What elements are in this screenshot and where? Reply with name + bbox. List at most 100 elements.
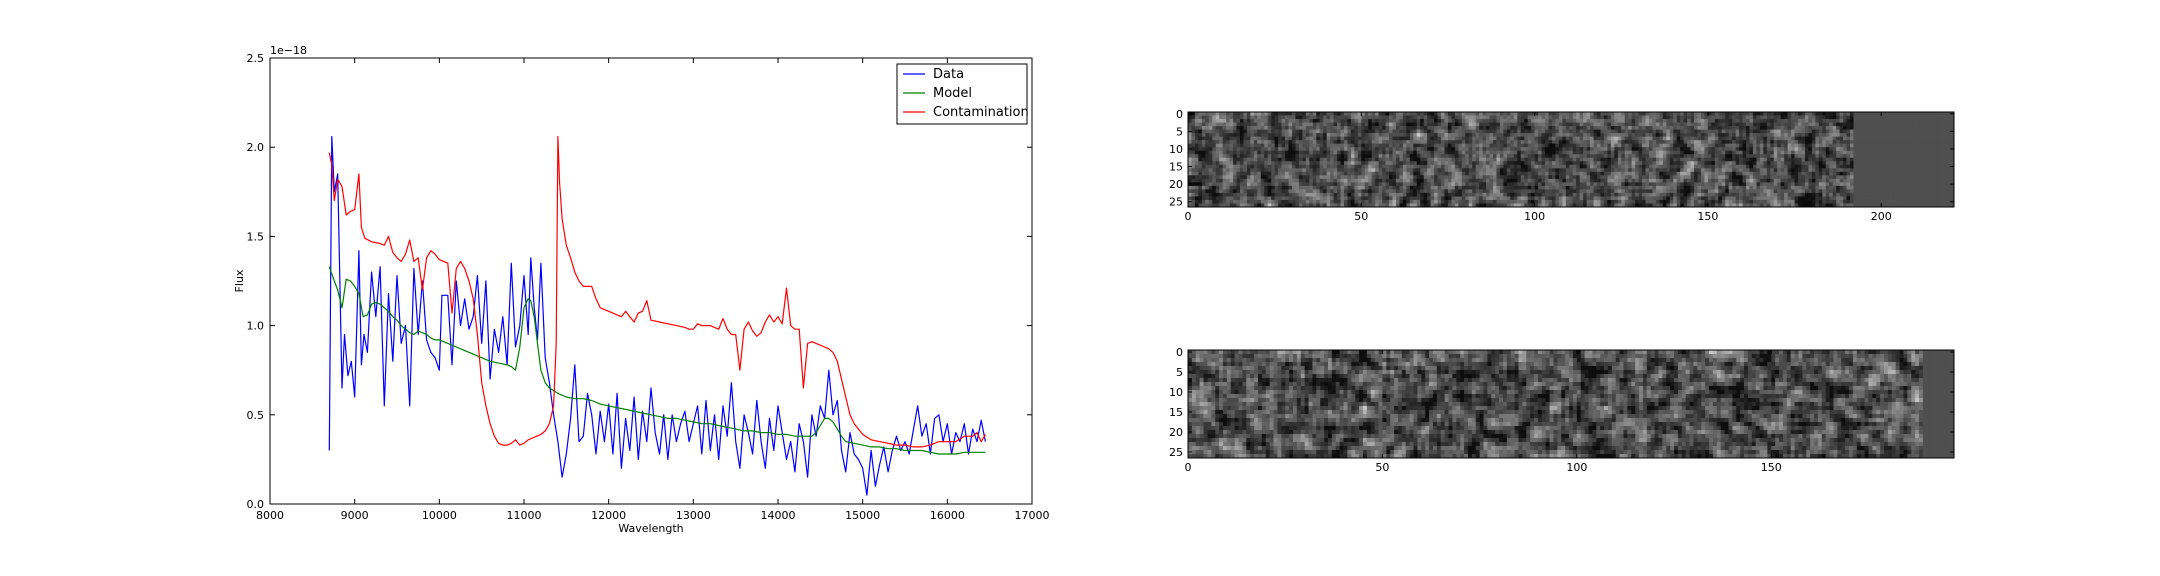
heatmap-cell (1853, 126, 1858, 130)
heatmap-cell (1752, 112, 1757, 116)
heatmap-cell (1603, 112, 1608, 116)
heatmap-cell (1281, 122, 1286, 127)
heatmap-cell (1829, 122, 1834, 127)
heatmap-cell (1357, 122, 1362, 127)
heatmap-cell (1305, 182, 1310, 187)
heatmap-cell (1638, 178, 1643, 183)
heatmap-cell (1323, 168, 1327, 173)
heatmap-cell (1607, 182, 1612, 187)
heatmap-cell (1922, 136, 1927, 141)
heatmap-cell (1309, 133, 1314, 137)
heatmap-cell (1645, 150, 1650, 155)
heatmap-cell (1624, 154, 1629, 159)
heatmap-cell (1399, 189, 1404, 194)
heatmap-cell (1600, 115, 1605, 120)
heatmap-cell (1711, 115, 1716, 120)
heatmap-cell (1676, 112, 1681, 116)
heatmap-cell (1714, 147, 1719, 152)
heatmap-cell (1766, 157, 1771, 162)
heatmap-cell (1558, 164, 1563, 169)
heatmap-cell (1610, 157, 1615, 162)
heatmap-cell (1832, 157, 1837, 162)
heatmap-cell (1278, 147, 1282, 152)
heatmap-cell (1898, 112, 1903, 116)
heatmap-cell (1891, 126, 1896, 130)
heatmap-cell (1780, 157, 1785, 162)
series-data-line (328, 135, 986, 496)
heatmap-cell (1243, 126, 1248, 130)
heatmap-cell (1676, 115, 1681, 120)
heatmap-cell (1597, 150, 1601, 155)
heatmap-cell (1496, 112, 1501, 116)
heatmap-cell (1402, 161, 1407, 166)
heatmap-cell (1264, 154, 1269, 159)
heatmap-cell (1832, 122, 1837, 127)
heatmap-cell (1447, 147, 1452, 152)
heatmap-cell (1371, 150, 1376, 155)
heatmap-cell (1226, 143, 1230, 148)
heatmap-cell (1773, 112, 1778, 116)
heatmap-cell (1804, 133, 1809, 137)
heatmap-cell (1728, 147, 1733, 152)
heatmap-cell (1877, 161, 1882, 166)
heatmap-cell (1929, 157, 1934, 162)
heatmap-cell (1707, 143, 1712, 148)
heatmap-cell (1548, 154, 1553, 159)
heatmap-cell (1274, 171, 1279, 176)
heatmap-cell (1350, 133, 1355, 137)
heatmap-cell (1628, 133, 1633, 137)
heatmap-cell (1555, 126, 1560, 130)
heatmap-cell (1801, 171, 1806, 176)
heatmap-cell (1811, 133, 1816, 137)
heatmap-cell (1385, 164, 1390, 169)
heatmap-cell (1707, 175, 1712, 180)
heatmap-cell (1912, 154, 1917, 159)
heatmap-cell (1770, 150, 1775, 155)
heatmap-cell (1354, 185, 1359, 190)
heatmap-cell (1621, 185, 1626, 190)
heatmap-cell (1777, 150, 1782, 155)
heatmap-cell (1628, 143, 1633, 148)
heatmap-cell (1343, 133, 1348, 137)
heatmap-cell (1808, 140, 1813, 145)
heatmap-cell (1503, 129, 1508, 134)
heatmap-cell (1780, 185, 1785, 190)
heatmap-cell (1444, 185, 1449, 190)
heatmap-cell (1936, 161, 1941, 166)
heatmap-cell (1427, 129, 1431, 134)
heatmap-cell (1728, 143, 1733, 148)
heatmap-cell (1583, 178, 1587, 183)
heatmap-cell (1395, 168, 1400, 173)
heatmap-cell (1569, 178, 1574, 183)
heatmap-cell (1548, 143, 1553, 148)
heatmap-cell (1752, 126, 1757, 130)
heatmap-cell (1451, 157, 1456, 162)
heatmap-cell (1673, 175, 1678, 180)
heatmap-cell (1285, 175, 1289, 180)
heatmap-cell (1746, 136, 1750, 141)
heatmap-cell (1597, 126, 1601, 130)
heatmap-cell (1683, 182, 1688, 187)
heatmap-cell (1517, 133, 1522, 137)
heatmap-cell (1264, 115, 1269, 120)
heatmap-cell (1572, 115, 1577, 120)
heatmap-cell (1496, 182, 1501, 187)
heatmap-cell (1915, 119, 1920, 123)
heatmap-cell (1929, 178, 1934, 183)
heatmap-cell (1291, 119, 1296, 123)
heatmap-cell (1829, 175, 1834, 180)
heatmap-cell (1905, 129, 1910, 134)
heatmap-cell (1607, 136, 1612, 141)
heatmap-cell (1648, 115, 1653, 120)
heatmap-cell (1524, 112, 1529, 116)
heatmap-cell (1343, 168, 1348, 173)
heatmap-cell (1278, 136, 1282, 141)
heatmap-cell (1326, 171, 1331, 176)
heatmap-cell (1943, 161, 1948, 166)
heatmap-cell (1486, 143, 1490, 148)
heatmap-cell (1732, 126, 1736, 130)
heatmap-cell (1950, 143, 1955, 148)
heatmap-cell (1662, 150, 1667, 155)
heatmap-cell (1739, 122, 1743, 127)
heatmap-cell (1281, 157, 1286, 162)
